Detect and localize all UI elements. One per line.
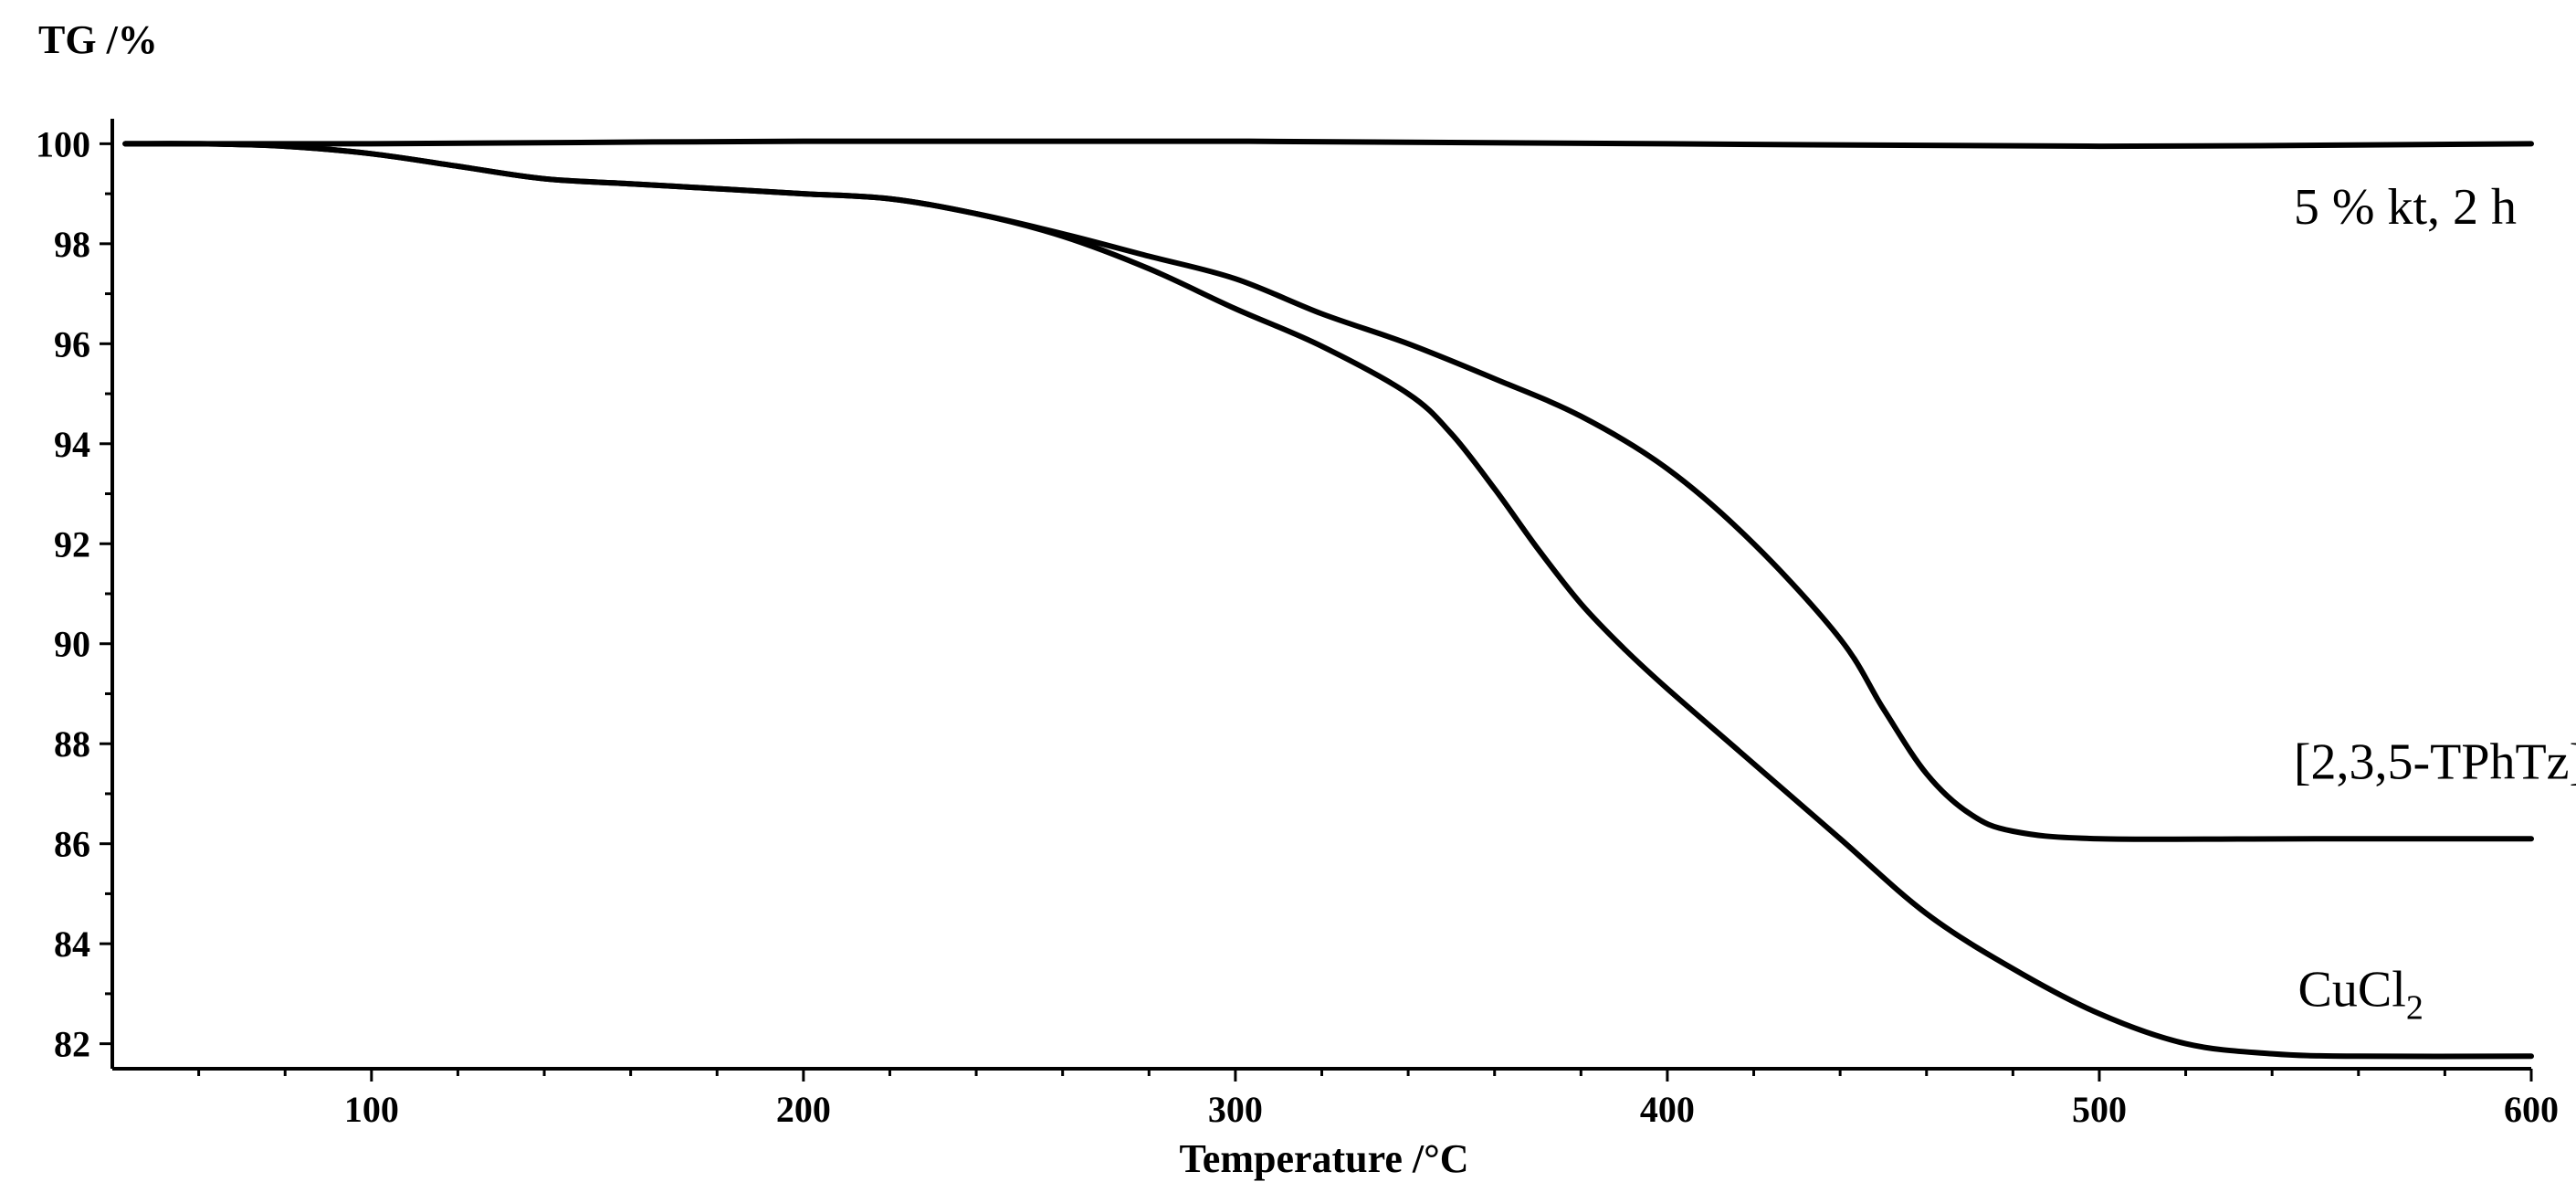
x-tick-label: 300 <box>1208 1089 1263 1130</box>
ticks: 100 200 300 400 500 600 82 84 86 88 90 92 94 96 98 100 <box>36 123 2559 1130</box>
y-tick-label: 92 <box>54 523 90 565</box>
curve-label-subscript: 2 <box>2406 989 2424 1028</box>
axes <box>110 119 2531 1071</box>
y-tick-label: 86 <box>54 824 90 865</box>
curve-label-1: [2,3,5-TPhTz]Cl <box>2294 734 2576 791</box>
series-group <box>122 138 2534 1060</box>
x-tick-label: 200 <box>776 1089 831 1130</box>
series-line-1 <box>122 141 2534 842</box>
series-line-0 <box>122 138 2534 150</box>
y-tick-label: 90 <box>54 624 90 665</box>
curve-label-2: CuCl2 <box>2298 962 2424 1028</box>
y-axis-title: TG /% <box>38 17 158 62</box>
x-tick-label: 400 <box>1640 1089 1695 1130</box>
y-tick-label: 100 <box>36 123 90 164</box>
y-tick-label: 84 <box>54 923 90 965</box>
y-tick-label: 96 <box>54 323 90 364</box>
x-tick-label: 500 <box>2072 1089 2127 1130</box>
y-tick-label: 82 <box>54 1024 90 1065</box>
curve-label-0: 5 % kt, 2 h <box>2294 179 2517 236</box>
annotations: 5 % kt, 2 h [2,3,5-TPhTz]Cl CuCl2 <box>2294 179 2576 1028</box>
y-tick-label: 88 <box>54 723 90 765</box>
series-line-2 <box>122 141 2534 1060</box>
x-axis-title: Temperature /°C <box>1179 1136 1468 1181</box>
x-tick-label: 600 <box>2504 1089 2559 1130</box>
y-tick-label: 98 <box>54 224 90 265</box>
y-tick-label: 94 <box>54 424 90 465</box>
x-tick-label: 100 <box>344 1089 399 1130</box>
